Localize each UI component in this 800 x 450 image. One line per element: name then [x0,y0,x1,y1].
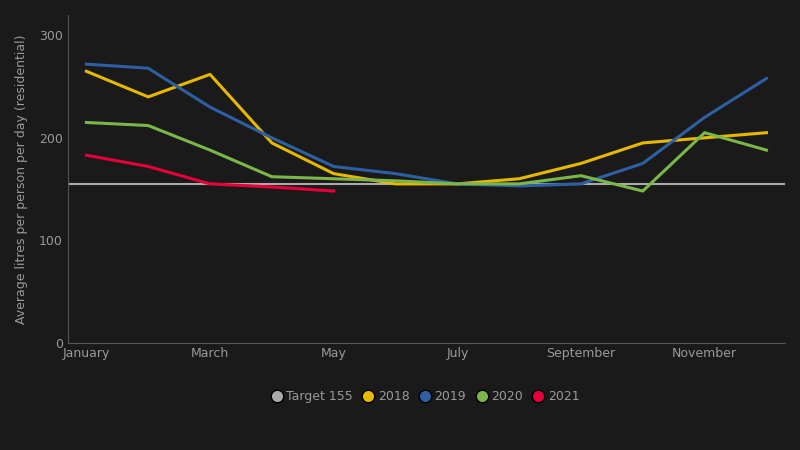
Legend: Target 155, 2018, 2019, 2020, 2021: Target 155, 2018, 2019, 2020, 2021 [269,385,585,408]
Y-axis label: Average litres per person per day (residential): Average litres per person per day (resid… [15,34,28,324]
